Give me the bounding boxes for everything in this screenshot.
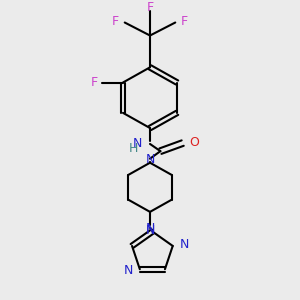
Text: N: N [133, 136, 142, 150]
Text: H: H [129, 142, 138, 155]
Text: N: N [145, 153, 155, 166]
Text: N: N [145, 224, 155, 237]
Text: N: N [146, 222, 156, 235]
Text: F: F [91, 76, 98, 89]
Text: F: F [181, 15, 188, 28]
Text: N: N [179, 238, 189, 251]
Text: N: N [124, 264, 133, 277]
Text: F: F [146, 1, 154, 14]
Text: F: F [112, 15, 119, 28]
Text: O: O [189, 136, 199, 149]
